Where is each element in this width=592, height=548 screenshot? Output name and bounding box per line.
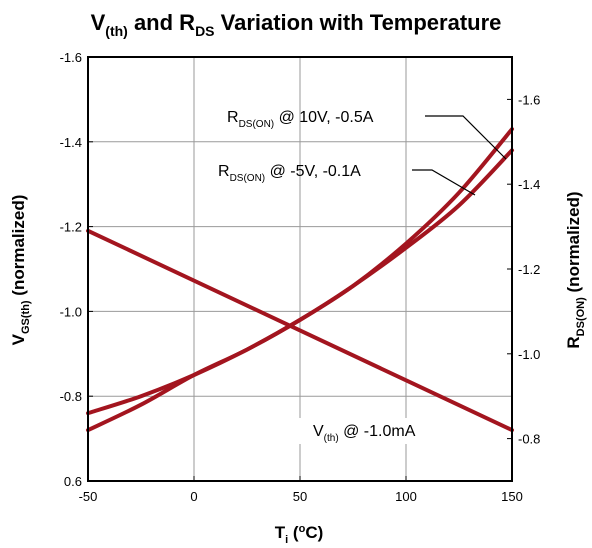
x-tick-label: 0 — [190, 489, 197, 504]
leader-rds-10v — [425, 115, 507, 160]
series-label-vth: V(th) @ -1.0mA — [313, 423, 416, 444]
series-line-rds-5v — [86, 148, 514, 416]
x-tick-label: -50 — [79, 489, 98, 504]
data-curves — [86, 127, 514, 433]
axis-ticks: -50 0 50 100 150 0.6 -0.8 -1.0 -1.2 -1.4 -1.6 -0.8 -… — [60, 50, 541, 504]
y-tick-label-right: -1.4 — [518, 177, 540, 192]
y-tick-label-right: -1.0 — [518, 347, 540, 362]
y-tick-label-left: -1.6 — [60, 50, 82, 65]
x-tick-label: 100 — [395, 489, 417, 504]
y-axis-title-left: VGS(th) (normalized) — [9, 195, 32, 346]
y-tick-label-right: -1.2 — [518, 262, 540, 277]
x-tick-label: 50 — [293, 489, 307, 504]
y-tick-label-left: -0.8 — [60, 389, 82, 404]
chart-title: V(th) and RDS Variation with Temperature — [91, 10, 502, 39]
series-label-rds-5v: RDS(ON) @ -5V, -0.1A — [218, 163, 361, 184]
y-tick-label-right: -1.6 — [518, 92, 540, 107]
y-axis-title-right: RDS(ON) (normalized) — [564, 191, 587, 348]
y-tick-label-left: 0.6 — [64, 474, 82, 489]
annotations: RDS(ON) @ 10V, -0.5A RDS(ON) @ -5V, -0.1… — [218, 109, 507, 444]
y-tick-label-left: -1.4 — [60, 135, 82, 150]
y-tick-label-left: -1.0 — [60, 304, 82, 319]
series-line-vth — [86, 228, 514, 433]
y-tick-label-left: -1.2 — [60, 220, 82, 235]
label-bg-vth — [296, 418, 464, 444]
leader-rds-5v — [412, 169, 476, 196]
x-tick-label: 150 — [501, 489, 523, 504]
series-label-rds-10v: RDS(ON) @ 10V, -0.5A — [227, 109, 374, 130]
x-axis-title: Ti (oC) — [275, 523, 324, 546]
y-tick-label-right: -0.8 — [518, 432, 540, 447]
